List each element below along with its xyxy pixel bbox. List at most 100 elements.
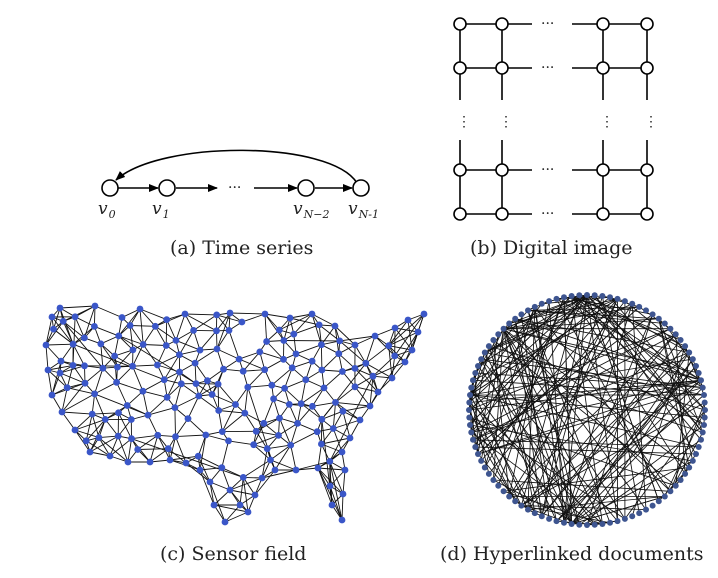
grid-v-ellipsis: ⋮ (644, 114, 658, 130)
sensor-edge (216, 330, 230, 350)
sensor-edge (179, 330, 194, 355)
sensor-edge (342, 411, 351, 439)
doc-node (672, 331, 679, 338)
doc-node (470, 377, 476, 384)
doc-edge (658, 318, 690, 468)
grid-node (640, 163, 654, 177)
doc-edge (492, 339, 510, 497)
doc-node (689, 457, 696, 464)
sensor-edge (199, 330, 217, 351)
sensor-edge (45, 343, 74, 346)
doc-node (621, 298, 628, 305)
hyperlinked-documents-panel: (d) Hyperlinked documents (440, 292, 708, 565)
doc-node (621, 515, 628, 522)
sensor-edge (155, 313, 186, 327)
doc-node (689, 356, 696, 363)
sensor-edge (197, 434, 207, 457)
sensor-edge (254, 469, 276, 496)
doc-node (698, 377, 704, 384)
sensor-edge (174, 383, 182, 408)
sensor-node (326, 482, 334, 490)
doc-node (490, 337, 497, 343)
sensor-edge (329, 485, 343, 521)
sensor-node (241, 409, 249, 417)
sensor-edge (184, 313, 217, 332)
sensor-node (371, 332, 379, 340)
sensor-node (221, 518, 229, 526)
doc-edge (703, 402, 706, 426)
sensor-edge (256, 430, 279, 436)
grid-node (640, 207, 654, 221)
doc-edge (493, 479, 671, 492)
sensor-edge (53, 328, 74, 345)
grid-node (453, 163, 467, 177)
sensor-edge (216, 312, 231, 332)
sensor-edge (292, 360, 313, 369)
doc-edge (508, 301, 550, 497)
sensor-edge (129, 325, 134, 350)
sensor-node (314, 464, 322, 472)
sensor-node (69, 362, 77, 369)
sensor-node (244, 383, 252, 391)
sensor-node (213, 345, 221, 353)
sensor-edge (187, 418, 207, 436)
sensor-node (252, 427, 260, 435)
doc-edge (503, 328, 580, 525)
sensor-edge (332, 428, 343, 453)
doc-node (614, 518, 621, 525)
doc-node (478, 457, 485, 464)
sensor-node (91, 302, 99, 310)
grid-node (640, 17, 654, 31)
sensor-node (69, 340, 77, 348)
sensor-edge (335, 386, 356, 403)
sensor-node (163, 316, 171, 323)
sensor-edge (300, 403, 323, 420)
doc-edge (563, 296, 703, 388)
sensor-edge (147, 407, 176, 416)
sensor-node (420, 310, 428, 318)
sensor-node (391, 352, 399, 360)
sensor-edge (216, 348, 240, 360)
sensor-node (346, 434, 354, 442)
sensor-node (123, 402, 131, 409)
doc-edge (480, 358, 618, 522)
sensor-edge (93, 305, 96, 327)
sensor-edge (243, 369, 265, 372)
sensor-edge (143, 344, 167, 346)
sensor-edge (271, 367, 293, 386)
sensor-node (341, 466, 349, 474)
sensor-node (280, 337, 288, 344)
sensor-edge (334, 325, 356, 346)
doc-node (629, 300, 636, 307)
doc-edge (631, 345, 686, 517)
sensor-edge (155, 325, 177, 341)
sensor-edge (169, 455, 199, 461)
sensor-node (326, 458, 334, 465)
sensor-node (171, 404, 179, 411)
doc-edge (571, 295, 705, 426)
sensor-edge (198, 383, 219, 397)
sensor-edge (229, 489, 256, 496)
doc-node (682, 343, 689, 350)
sensor-node (225, 437, 232, 445)
sensor-node (329, 425, 337, 432)
sensor-edge (300, 379, 307, 404)
sensor-edge (244, 412, 257, 432)
sensor-node (270, 395, 277, 403)
sensor-edge (74, 316, 95, 327)
sensor-edge (321, 363, 367, 420)
sensor-node (356, 416, 364, 424)
doc-node (525, 506, 531, 513)
doc-node (470, 436, 476, 443)
sensor-node (196, 466, 204, 474)
doc-node (481, 349, 488, 356)
doc-edge (469, 328, 504, 396)
doc-node (472, 370, 479, 376)
sensor-node (124, 458, 132, 466)
doc-node (561, 294, 567, 301)
sensor-edge (391, 361, 406, 379)
sensor-edge (374, 335, 396, 357)
sensor-edge (94, 325, 119, 337)
sensor-edge (253, 423, 265, 445)
sensor-node (339, 368, 346, 375)
